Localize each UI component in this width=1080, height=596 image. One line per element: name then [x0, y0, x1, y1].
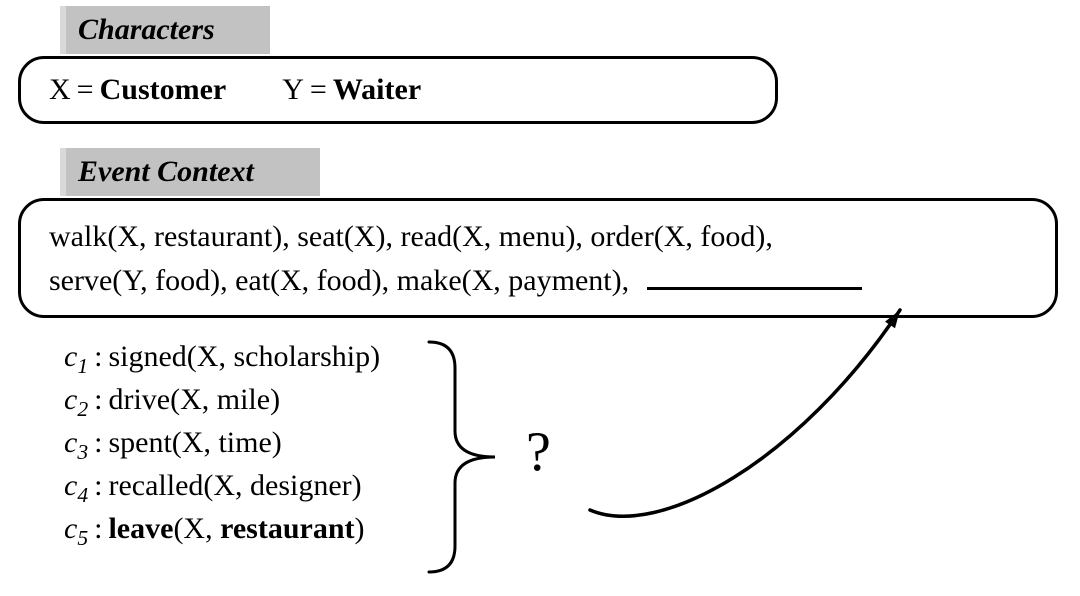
colon: :	[94, 383, 102, 417]
colon: :	[94, 512, 102, 546]
variable: X	[49, 73, 71, 107]
role-value: Waiter	[333, 73, 421, 107]
arrow-curve	[590, 310, 900, 516]
candidate-text: recalled(X, designer)	[108, 469, 361, 503]
candidate-list: c1:signed(X, scholarship)c2:drive(X, mil…	[64, 336, 380, 555]
section-tab: Event Context	[60, 148, 320, 196]
section-tab-label: Event Context	[78, 155, 254, 189]
candidate-text: leave(X, restaurant)	[108, 512, 364, 546]
events-line-text: serve(Y, food), eat(X, food), make(X, pa…	[49, 264, 637, 297]
candidate-text: spent(X, time)	[108, 426, 281, 460]
events-line: serve(Y, food), eat(X, food), make(X, pa…	[49, 259, 862, 303]
events-line: walk(X, restaurant), seat(X), read(X, me…	[49, 215, 862, 259]
candidate-item: c2:drive(X, mile)	[64, 383, 380, 422]
variable: Y	[282, 73, 304, 107]
candidate-label: c5	[64, 512, 88, 551]
candidate-item: c1:signed(X, scholarship)	[64, 340, 380, 379]
candidate-label: c3	[64, 426, 88, 465]
colon: :	[94, 426, 102, 460]
answer-blank	[647, 263, 862, 290]
section-tab: Characters	[60, 6, 270, 54]
role-value: Customer	[100, 73, 227, 107]
candidate-label: c2	[64, 383, 88, 422]
characters-box: X=CustomerY=Waiter	[18, 56, 778, 124]
candidate-text: signed(X, scholarship)	[108, 340, 380, 374]
candidate-item: c3:spent(X, time)	[64, 426, 380, 465]
curly-brace	[429, 342, 495, 572]
candidate-label: c1	[64, 340, 88, 379]
equals-sign: =	[77, 73, 94, 107]
candidate-text: drive(X, mile)	[108, 383, 280, 417]
event-context-box: walk(X, restaurant), seat(X), read(X, me…	[18, 198, 1058, 318]
candidate-label: c4	[64, 469, 88, 508]
colon: :	[94, 340, 102, 374]
events-text: walk(X, restaurant), seat(X), read(X, me…	[49, 215, 862, 302]
equals-sign: =	[310, 73, 327, 107]
candidate-item: c4:recalled(X, designer)	[64, 469, 380, 508]
question-mark: ?	[526, 420, 551, 484]
colon: :	[94, 469, 102, 503]
character-binding: X=Customer	[49, 73, 226, 107]
section-tab-label: Characters	[78, 13, 215, 47]
candidate-item: c5:leave(X, restaurant)	[64, 512, 380, 551]
character-binding: Y=Waiter	[282, 73, 421, 107]
